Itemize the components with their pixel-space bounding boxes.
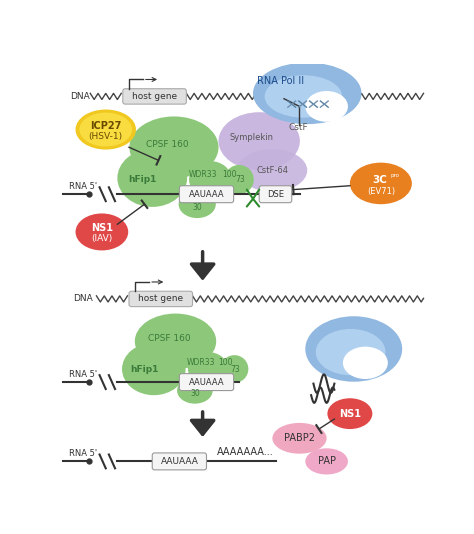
- Text: NS1: NS1: [91, 223, 113, 233]
- Text: 3C: 3C: [372, 175, 387, 185]
- Ellipse shape: [129, 116, 219, 178]
- Text: RNA 5': RNA 5': [69, 182, 97, 191]
- Text: CstF: CstF: [288, 123, 308, 132]
- Text: host gene: host gene: [138, 294, 183, 303]
- Ellipse shape: [305, 449, 348, 475]
- Text: RNA 5': RNA 5': [69, 449, 97, 458]
- Text: (IAV): (IAV): [91, 233, 112, 242]
- Text: WDR33: WDR33: [188, 170, 217, 179]
- Ellipse shape: [75, 214, 128, 250]
- Text: NS1: NS1: [339, 409, 361, 419]
- Ellipse shape: [189, 161, 232, 198]
- Ellipse shape: [305, 316, 402, 382]
- Ellipse shape: [264, 75, 342, 117]
- Text: AAUAAA: AAUAAA: [189, 378, 224, 387]
- Text: 73: 73: [230, 365, 240, 373]
- Ellipse shape: [343, 347, 388, 379]
- Text: AAAAAAA...: AAAAAAA...: [217, 447, 273, 457]
- FancyBboxPatch shape: [152, 453, 207, 470]
- Ellipse shape: [118, 149, 187, 207]
- FancyBboxPatch shape: [179, 374, 234, 390]
- FancyBboxPatch shape: [259, 186, 292, 203]
- Text: AAUAAA: AAUAAA: [160, 457, 198, 466]
- Text: RNA 5': RNA 5': [69, 370, 97, 379]
- Text: CPSF 160: CPSF 160: [146, 140, 189, 150]
- Text: 30: 30: [190, 389, 200, 398]
- FancyBboxPatch shape: [123, 89, 186, 104]
- Text: DNA: DNA: [73, 294, 92, 303]
- Text: hFip1: hFip1: [130, 365, 159, 373]
- FancyBboxPatch shape: [179, 186, 234, 203]
- Text: host gene: host gene: [132, 92, 177, 101]
- Ellipse shape: [253, 62, 362, 124]
- Ellipse shape: [135, 313, 216, 369]
- Ellipse shape: [122, 343, 186, 395]
- Ellipse shape: [224, 165, 254, 194]
- Text: pro: pro: [391, 174, 400, 178]
- Text: DNA: DNA: [70, 92, 90, 101]
- Text: 73: 73: [236, 175, 246, 184]
- Ellipse shape: [220, 355, 248, 383]
- Ellipse shape: [75, 109, 136, 150]
- Text: (EV71): (EV71): [367, 186, 395, 195]
- Ellipse shape: [316, 329, 385, 375]
- Text: ICP27: ICP27: [90, 121, 121, 131]
- Ellipse shape: [219, 112, 300, 170]
- Text: DSE: DSE: [267, 190, 284, 199]
- Ellipse shape: [177, 378, 213, 404]
- Text: (HSV-1): (HSV-1): [89, 132, 123, 141]
- Text: 100: 100: [222, 170, 237, 179]
- Text: CPSF 160: CPSF 160: [148, 334, 191, 343]
- Ellipse shape: [237, 149, 307, 192]
- Ellipse shape: [305, 91, 348, 122]
- FancyBboxPatch shape: [129, 291, 192, 307]
- Text: PABP2: PABP2: [284, 433, 315, 443]
- Text: RNA Pol II: RNA Pol II: [256, 76, 304, 86]
- Text: PAP: PAP: [318, 457, 336, 466]
- Text: AAUAAA: AAUAAA: [189, 190, 224, 199]
- Text: hFip1: hFip1: [128, 175, 156, 184]
- Ellipse shape: [273, 423, 327, 454]
- Ellipse shape: [188, 352, 228, 386]
- Text: CstF-64: CstF-64: [256, 166, 288, 175]
- Text: 100: 100: [219, 358, 233, 367]
- Text: 30: 30: [192, 203, 202, 212]
- Ellipse shape: [80, 113, 132, 146]
- Ellipse shape: [328, 398, 373, 429]
- Text: Symplekin: Symplekin: [229, 133, 273, 142]
- Text: WDR33: WDR33: [187, 358, 215, 367]
- Ellipse shape: [350, 163, 412, 204]
- Ellipse shape: [179, 190, 216, 218]
